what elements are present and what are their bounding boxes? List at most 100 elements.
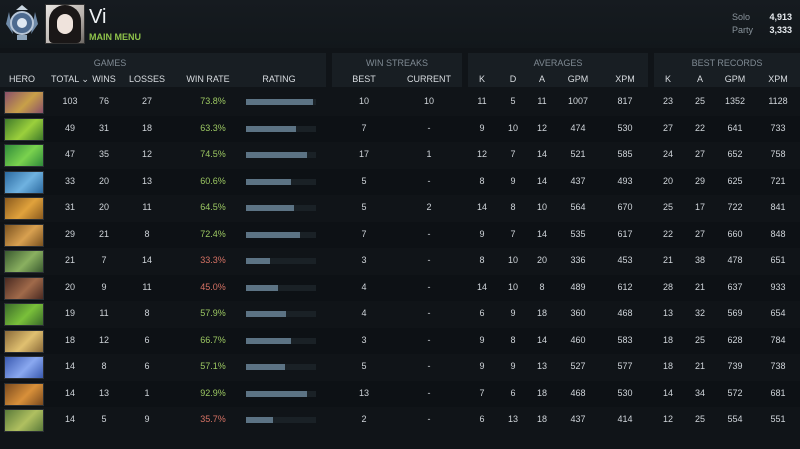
cell-win-rate: 45.0%: [200, 281, 226, 292]
cell-best: 7: [361, 228, 367, 239]
cell-d: 10: [507, 281, 518, 292]
table-row[interactable]: 18 12 6 66.7% 3 - 9 8 14 460 583 18 25 628 784: [0, 327, 800, 354]
hero-portrait-icon[interactable]: [4, 144, 44, 167]
cell-total: 33: [64, 175, 75, 186]
col-rating[interactable]: RATING: [262, 74, 296, 84]
table-row[interactable]: 21 7 14 33.3% 3 - 8 10 20 336 453 21 38 478 651: [0, 248, 800, 274]
cell-xpm: 577: [617, 361, 633, 371]
cell-best: 7: [361, 122, 367, 133]
cell-k: 11: [477, 96, 487, 106]
cell-gpm: 489: [570, 281, 586, 292]
cell-d: 8: [510, 202, 516, 212]
cell-best: 3: [361, 334, 367, 345]
cell-d: 10: [507, 122, 518, 133]
player-avatar[interactable]: [45, 4, 85, 44]
main-menu-link[interactable]: MAIN MENU: [89, 32, 141, 42]
hero-portrait-icon[interactable]: [4, 91, 44, 114]
cell-k: 7: [479, 387, 485, 398]
cell-gpm: 468: [570, 387, 586, 398]
col-avg-xpm[interactable]: XPM: [615, 74, 635, 84]
cell-wins: 13: [98, 387, 109, 398]
table-row[interactable]: 49 31 18 63.3% 7 - 9 10 12 474 530 27 22 641 733: [0, 115, 800, 142]
table-row[interactable]: 33 20 13 60.6% 5 - 8 9 14 437 493 20 29 625 721: [0, 168, 800, 195]
col-avg-a[interactable]: A: [538, 74, 545, 84]
cell-win-rate: 33.3%: [200, 255, 226, 265]
hero-portrait-icon[interactable]: [4, 170, 44, 194]
col-total[interactable]: TOTAL ⌄: [51, 74, 89, 84]
hero-portrait-icon[interactable]: [4, 382, 44, 406]
cell-bk: 21: [662, 255, 673, 265]
cell-current: -: [427, 334, 431, 345]
cell-bgpm: 652: [727, 149, 743, 159]
cell-bgpm: 1352: [724, 96, 746, 106]
table-row[interactable]: 14 13 1 92.9% 13 - 7 6 18 468 530 14 34 572 681: [0, 380, 800, 407]
hero-portrait-icon[interactable]: [4, 197, 44, 220]
cell-ba: 27: [694, 149, 705, 159]
cell-bk: 27: [662, 122, 673, 133]
rating-bar: [246, 337, 291, 344]
cell-xpm: 468: [617, 308, 633, 318]
cell-gpm: 521: [570, 149, 586, 159]
col-wins[interactable]: WINS: [92, 74, 116, 84]
cell-bgpm: 722: [727, 202, 743, 212]
hero-portrait-icon[interactable]: [4, 117, 44, 141]
cell-bk: 20: [662, 175, 673, 186]
cell-xpm: 530: [617, 387, 633, 398]
cell-d: 5: [510, 96, 516, 106]
col-hero[interactable]: HERO: [8, 74, 35, 84]
cell-total: 31: [64, 202, 75, 212]
cell-xpm: 493: [617, 175, 633, 186]
col-win-rate[interactable]: WIN RATE: [186, 74, 230, 84]
hero-portrait-icon[interactable]: [4, 250, 44, 273]
col-avg-d[interactable]: D: [509, 74, 517, 84]
cell-xpm: 670: [617, 202, 633, 212]
cell-bgpm: 569: [727, 308, 743, 318]
col-best-xpm[interactable]: XPM: [768, 74, 788, 84]
col-best-gpm[interactable]: GPM: [724, 74, 746, 84]
cell-best: 5: [361, 175, 367, 186]
cell-a: 11: [537, 96, 547, 106]
cell-total: 14: [64, 414, 75, 424]
cell-total: 18: [64, 334, 75, 345]
cell-current: 10: [423, 96, 434, 106]
cell-bk: 18: [662, 361, 673, 371]
cell-ba: 27: [694, 228, 705, 239]
table-row[interactable]: 31 20 11 64.5% 5 2 14 8 10 564 670 25 17 722 841: [0, 195, 800, 221]
cell-wins: 9: [101, 281, 107, 292]
cell-best: 10: [358, 96, 369, 106]
hero-portrait-icon[interactable]: [4, 223, 44, 247]
cell-k: 6: [479, 414, 485, 424]
hero-portrait-icon[interactable]: [4, 329, 44, 353]
col-best-streak[interactable]: BEST: [352, 74, 376, 84]
cell-bgpm: 478: [727, 255, 743, 265]
cell-wins: 76: [98, 96, 109, 106]
rating-bar: [246, 99, 313, 105]
col-avg-k[interactable]: K: [478, 74, 485, 84]
table-row[interactable]: 14 5 9 35.7% 2 - 6 13 18 437 414 12 25 554 551: [0, 407, 800, 433]
table-row[interactable]: 103 76 27 73.8% 10 10 11 5 11 1007 817 23 25 1352 1128: [0, 89, 800, 115]
hero-portrait-icon[interactable]: [4, 356, 44, 379]
cell-bgpm: 739: [727, 361, 743, 371]
hero-portrait-icon[interactable]: [4, 276, 44, 300]
cell-best: 2: [361, 414, 367, 424]
table-row[interactable]: 19 11 8 57.9% 4 - 6 9 18 360 468 13 32 569 654: [0, 301, 800, 327]
col-current-streak[interactable]: CURRENT: [407, 74, 451, 84]
cell-bxpm: 841: [770, 202, 786, 212]
col-losses[interactable]: LOSSES: [128, 74, 166, 84]
hero-portrait-icon[interactable]: [4, 303, 44, 326]
table-row[interactable]: 29 21 8 72.4% 7 - 9 7 14 535 617 22 27 660 848: [0, 221, 800, 248]
col-avg-gpm[interactable]: GPM: [567, 74, 589, 84]
hero-portrait-icon[interactable]: [4, 409, 44, 432]
cell-best: 13: [358, 387, 369, 398]
col-best-a[interactable]: A: [696, 74, 703, 84]
cell-k: 14: [476, 281, 487, 292]
cell-bk: 18: [662, 334, 673, 345]
cell-current: -: [427, 255, 431, 265]
cell-ba: 21: [694, 361, 705, 371]
cell-bk: 14: [662, 387, 673, 398]
table-row[interactable]: 14 8 6 57.1% 5 - 9 9 13 527 577 18 21 739 738: [0, 354, 800, 380]
col-best-k[interactable]: K: [664, 74, 671, 84]
rating-bar-track: [246, 284, 316, 291]
table-row[interactable]: 47 35 12 74.5% 17 1 12 7 14 521 585 24 27 652 758: [0, 142, 800, 168]
table-row[interactable]: 20 9 11 45.0% 4 - 14 10 8 489 612 28 21 637 933: [0, 274, 800, 301]
